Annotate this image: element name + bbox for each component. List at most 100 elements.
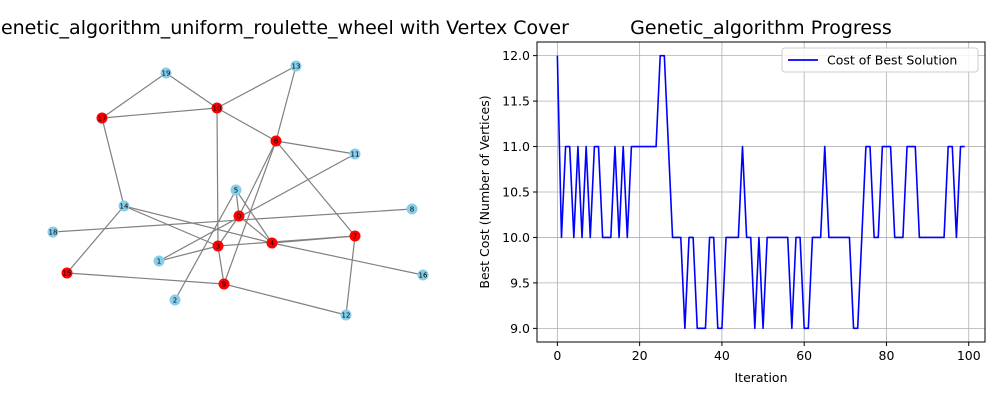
graph-node-label: 17: [98, 114, 107, 122]
graph-node-label: 16: [419, 271, 428, 279]
x-tick-label: 0: [553, 348, 561, 363]
graph-node: 1: [153, 255, 165, 267]
graph-edge: [101, 107, 218, 119]
graph-node-marker: [230, 184, 242, 196]
graph-node-label: 3: [216, 242, 220, 250]
graph-node: 12: [340, 309, 352, 321]
graph-node: 18: [47, 226, 59, 238]
graph-title: Graph_genetic_algorithm_uniform_roulette…: [0, 17, 569, 39]
graph-node: 14: [118, 200, 130, 212]
graph-node-marker: [218, 278, 230, 290]
graph-node-label: 12: [342, 311, 351, 319]
legend-label: Cost of Best Solution: [827, 53, 957, 68]
graph-node: 4: [266, 237, 278, 249]
graph-node-marker: [349, 230, 361, 242]
graph-node-marker: [47, 226, 59, 238]
graph-edge: [223, 283, 347, 316]
graph-node-label: 18: [49, 228, 58, 236]
graph-node-label: 0: [237, 212, 241, 220]
graph-node-label: 6: [274, 137, 279, 145]
graph-edge: [66, 272, 225, 285]
legend-box: [781, 47, 979, 73]
graph-node-marker: [340, 309, 352, 321]
graph-edge: [123, 205, 219, 247]
graph-node-marker: [61, 267, 73, 279]
graph-node-marker: [417, 269, 429, 281]
graph-node-label: 10: [213, 104, 222, 112]
y-tick-label: 10.5: [502, 185, 530, 200]
y-tick-label: 9.5: [510, 275, 530, 290]
graph-node-marker: [160, 67, 172, 79]
graph-edge: [216, 65, 297, 109]
graph-edge: [238, 215, 273, 244]
graph-node: 10: [211, 102, 223, 114]
graph-edge: [275, 140, 356, 237]
graph-node: 2: [169, 294, 181, 306]
graph-node-label: 14: [120, 202, 129, 210]
graph-edge: [275, 65, 297, 142]
graph-node-label: 13: [292, 62, 301, 70]
graph-node: 0: [233, 210, 245, 222]
graph-node-label: 15: [63, 269, 72, 277]
x-axis-ticks: 0 20 40 60 80 100: [553, 342, 981, 363]
graph-edge: [271, 242, 424, 276]
x-tick-label: 20: [632, 348, 648, 363]
graph-edge: [216, 107, 219, 247]
graph-node-marker: [153, 255, 165, 267]
graph-node-marker: [212, 240, 224, 252]
graph-edge: [238, 140, 277, 217]
graph-node: 9: [218, 278, 230, 290]
graph-edge: [101, 117, 125, 207]
y-tick-label: 11.0: [502, 139, 530, 154]
x-tick-label: 60: [796, 348, 812, 363]
graph-edge: [275, 140, 356, 155]
graph-node: 16: [417, 269, 429, 281]
graph-edge: [345, 235, 356, 316]
x-tick-label: 40: [714, 348, 730, 363]
graph-node-marker: [290, 60, 302, 72]
graph-edge: [52, 208, 413, 233]
graph-edge: [235, 189, 273, 244]
y-tick-label: 11.5: [502, 94, 530, 109]
graph-node: 13: [290, 60, 302, 72]
graph-node-marker: [169, 294, 181, 306]
y-tick-label: 12.0: [502, 48, 530, 63]
x-tick-label: 100: [957, 348, 981, 363]
series-group: [556, 54, 965, 330]
graph-edge: [101, 72, 167, 119]
x-axis-label: Iteration: [734, 370, 787, 385]
graph-node: 7: [349, 230, 361, 242]
graph-node-label: 11: [351, 150, 360, 158]
y-axis-ticks: 9.0 9.5 10.0 10.5 11.0 11.5 12.0: [502, 48, 537, 336]
graph-node-label: 2: [173, 296, 177, 304]
graph-node: 15: [61, 267, 73, 279]
graph-node-label: 7: [353, 232, 357, 240]
graph-node-label: 5: [234, 186, 238, 194]
graph-node-marker: [349, 148, 361, 160]
graph-edges: [52, 65, 424, 316]
graph-edge: [223, 140, 277, 285]
graph-edge: [216, 107, 277, 142]
graph-node: 17: [96, 112, 108, 124]
legend: Cost of Best Solution: [781, 47, 979, 73]
graph-node-marker: [266, 237, 278, 249]
graph-edge: [165, 72, 218, 109]
graph-node: 19: [160, 67, 172, 79]
graph-edge: [158, 153, 356, 262]
graph-node-marker: [270, 135, 282, 147]
graph-edge: [158, 245, 219, 262]
graph-node: 6: [270, 135, 282, 147]
graph-node-label: 1: [157, 257, 161, 265]
chart-title: Genetic_algorithm Progress: [630, 17, 892, 39]
y-tick-label: 9.0: [510, 321, 530, 336]
graph-node-marker: [233, 210, 245, 222]
graph-node: 11: [349, 148, 361, 160]
graph-edge: [217, 215, 240, 247]
graph-node-label: 19: [162, 69, 171, 77]
graph-panel: Graph_genetic_algorithm_uniform_roulette…: [0, 17, 569, 321]
y-axis-label: Best Cost (Number of Vertices): [477, 95, 492, 288]
graph-node-marker: [211, 102, 223, 114]
graph-node: 8: [406, 203, 418, 215]
x-tick-label: 80: [879, 348, 895, 363]
